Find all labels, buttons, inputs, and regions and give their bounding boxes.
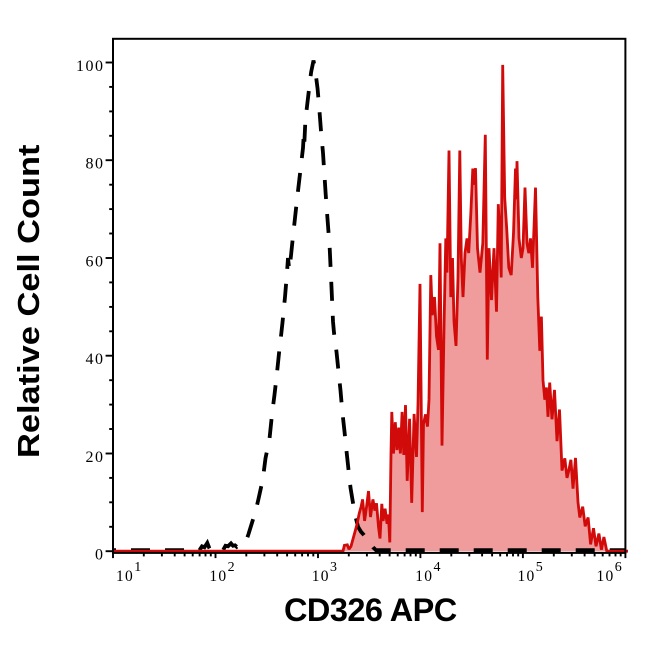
svg-text:60: 60 bbox=[86, 253, 105, 270]
svg-text:CD326 APC: CD326 APC bbox=[284, 592, 457, 628]
svg-text:100: 100 bbox=[76, 58, 105, 75]
svg-text:80: 80 bbox=[86, 156, 105, 173]
svg-text:0: 0 bbox=[95, 547, 105, 564]
svg-text:20: 20 bbox=[86, 449, 105, 466]
svg-text:40: 40 bbox=[86, 351, 105, 368]
svg-text:Relative Cell Count: Relative Cell Count bbox=[11, 144, 46, 458]
